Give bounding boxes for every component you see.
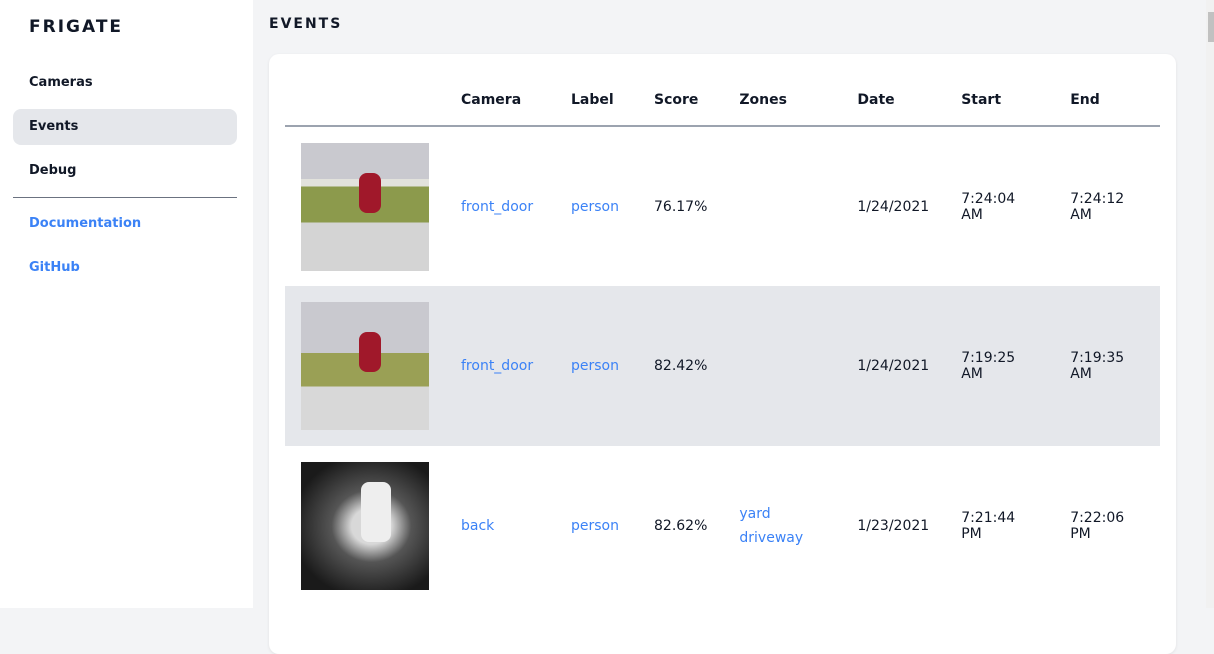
documentation-link[interactable]: Documentation	[29, 216, 142, 231]
label-link[interactable]: person	[571, 518, 619, 534]
col-score: Score	[638, 74, 724, 127]
event-thumbnail[interactable]	[301, 142, 429, 271]
table-header: Camera Label Score Zones Date Start End	[285, 74, 1160, 127]
col-date: Date	[841, 74, 946, 127]
col-start: Start	[945, 74, 1055, 127]
col-end: End	[1054, 74, 1160, 127]
events-table: Camera Label Score Zones Date Start End …	[285, 74, 1160, 606]
col-camera: Camera	[445, 74, 555, 127]
event-thumbnail[interactable]	[301, 302, 429, 430]
event-thumbnail[interactable]	[301, 462, 429, 590]
start-time: 7:19:25 AM	[945, 286, 1055, 446]
events-card: Camera Label Score Zones Date Start End …	[269, 54, 1176, 654]
label-link[interactable]: person	[571, 198, 619, 215]
sidebar-item-events[interactable]: Events	[13, 109, 237, 145]
github-link[interactable]: GitHub	[29, 260, 80, 275]
sidebar-item-cameras[interactable]: Cameras	[29, 75, 93, 90]
zones: yard driveway	[723, 446, 841, 606]
score: 82.42%	[638, 286, 724, 446]
zone-link[interactable]: yard	[739, 506, 771, 522]
camera-link[interactable]: back	[461, 518, 495, 534]
page-title: EVENTS	[269, 16, 343, 32]
date: 1/24/2021	[841, 286, 946, 446]
table-row[interactable]: back person 82.62% yard driveway 1/23/20…	[285, 446, 1160, 606]
scrollbar-thumb[interactable]	[1208, 12, 1214, 42]
zones	[723, 126, 841, 286]
col-zones: Zones	[723, 74, 842, 127]
col-label: Label	[555, 74, 638, 127]
score: 82.62%	[654, 518, 708, 534]
start-time: 7:21:44 PM	[961, 510, 1016, 542]
table-row[interactable]: front_door person 82.42% 1/24/2021 7:19:…	[285, 286, 1160, 446]
end-time: 7:22:06 PM	[1070, 510, 1125, 542]
label-link[interactable]: person	[555, 286, 638, 446]
date: 1/24/2021	[857, 198, 930, 215]
sidebar-item-debug[interactable]: Debug	[29, 163, 77, 178]
camera-link[interactable]: front_door	[445, 286, 555, 446]
end-time: 7:24:12 AM	[1070, 190, 1125, 223]
zone-link[interactable]: driveway	[739, 530, 804, 546]
score: 76.17%	[654, 198, 708, 215]
zones	[723, 286, 842, 446]
start-time: 7:24:04 AM	[961, 190, 1016, 223]
app-logo: FRIGATE	[29, 17, 124, 37]
table-row[interactable]: front_door person 76.17% 1/24/2021 7:24:…	[285, 126, 1160, 286]
col-thumbnail	[285, 74, 445, 127]
end-time: 7:19:35 AM	[1054, 286, 1160, 446]
sidebar: FRIGATE Cameras Events Debug Documentati…	[0, 0, 253, 608]
date: 1/23/2021	[857, 518, 930, 534]
sidebar-divider	[13, 197, 237, 198]
scrollbar[interactable]	[1206, 0, 1214, 608]
camera-link[interactable]: front_door	[461, 198, 534, 215]
